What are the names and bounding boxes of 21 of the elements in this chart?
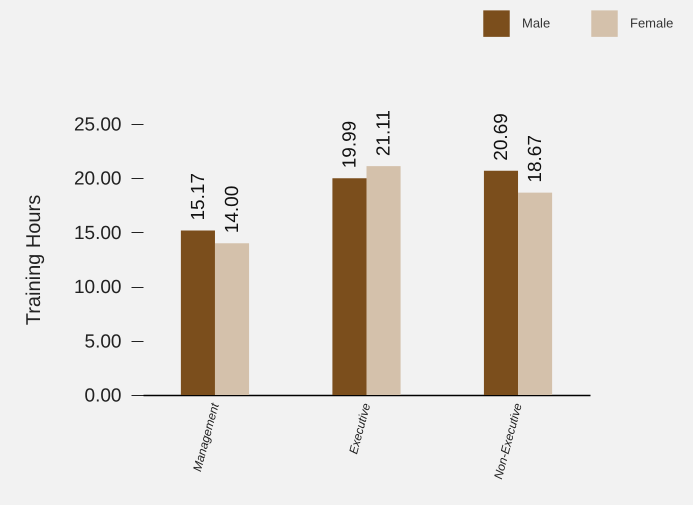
y-tick-label: 15.00 [74,222,122,244]
bar [332,178,366,395]
y-tick-label: 25.00 [74,114,122,136]
y-axis-title: Training Hours [22,194,45,326]
legend-label: Male [522,16,550,31]
y-tick-label: 10.00 [74,277,122,298]
data-label: 15.17 [188,173,209,221]
bar [214,243,250,395]
bar [366,166,401,395]
y-tick-label: 0.00 [84,386,122,406]
y-tick-label: 20.00 [74,168,122,190]
legend-label: Female [630,16,674,31]
data-label: 18.67 [525,135,546,183]
bar [484,170,518,395]
y-tick-label: 5.00 [84,331,122,352]
data-label: 21.11 [374,110,395,156]
bar [518,192,552,395]
data-label: 20.69 [490,113,512,161]
data-label: 14.00 [222,186,244,234]
data-label: 19.99 [339,120,360,168]
bar [180,230,215,395]
